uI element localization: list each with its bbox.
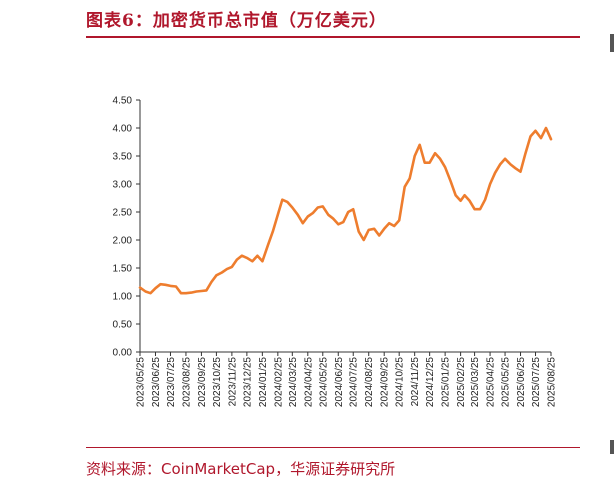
source-note: 资料来源：CoinMarketCap，华源证券研究所 xyxy=(86,460,396,478)
x-tick-label: 2023/07/25 xyxy=(166,357,177,407)
y-tick-label: 2.00 xyxy=(113,236,133,247)
x-tick-label: 2025/04/25 xyxy=(486,357,497,407)
y-tick-label: 4.00 xyxy=(113,124,133,135)
series xyxy=(138,126,553,295)
source-divider xyxy=(86,447,580,448)
x-tick-label: 2024/06/25 xyxy=(334,357,345,407)
x-tick-label: 2024/03/25 xyxy=(288,357,299,407)
x-tick-label: 2024/01/25 xyxy=(258,357,269,407)
y-tick-label: 1.50 xyxy=(113,264,133,275)
x-tick-label: 2024/09/25 xyxy=(380,357,391,407)
x-tick-label: 2024/10/25 xyxy=(395,357,406,407)
x-axis: 2023/05/25 2023/06/25 2023/07/25 2023/08/25… xyxy=(136,351,558,407)
y-tick-label: 4.50 xyxy=(113,96,133,107)
y-tick-label: 0.50 xyxy=(113,320,133,331)
x-tick-label: 2023/05/25 xyxy=(136,357,147,407)
x-tick-label: 2024/08/25 xyxy=(364,357,375,407)
right-edge-mark-top xyxy=(610,34,614,52)
x-tick-label: 2023/10/25 xyxy=(212,357,223,407)
chart-title: 图表6：加密货币总市值（万亿美元） xyxy=(86,11,387,31)
x-tick-label: 2024/12/25 xyxy=(425,357,436,407)
x-tick-label: 2023/12/25 xyxy=(242,357,253,407)
y-tick-label: 3.00 xyxy=(113,180,133,191)
x-tick-label: 2025/08/25 xyxy=(547,357,558,407)
x-tick-label: 2024/05/25 xyxy=(318,357,329,407)
x-tick-label: 2025/06/25 xyxy=(516,357,527,407)
x-tick-label: 2023/06/25 xyxy=(151,357,162,407)
title-underline xyxy=(86,36,580,38)
x-tick-label: 2023/08/25 xyxy=(181,357,192,407)
y-tick-label: 3.50 xyxy=(113,152,133,163)
y-axis: 0.00 0.50 1.00 1.50 2.00 2.50 3.00 3.50 4.00 4.50 xyxy=(113,96,141,359)
x-tick-label: 2023/09/25 xyxy=(197,357,208,407)
series-line xyxy=(138,126,553,295)
x-tick-label: 2025/07/25 xyxy=(531,357,542,407)
y-tick-label: 1.00 xyxy=(113,292,133,303)
x-tick-label: 2024/07/25 xyxy=(349,357,360,407)
y-tick-label: 2.50 xyxy=(113,208,133,219)
right-edge-mark-bottom xyxy=(610,440,614,454)
x-tick-label: 2024/04/25 xyxy=(303,357,314,407)
x-tick-label: 2025/03/25 xyxy=(470,357,481,407)
x-tick-label: 2025/02/25 xyxy=(456,357,467,407)
x-tick-label: 2024/11/25 xyxy=(410,357,421,407)
y-tick-label: 0.00 xyxy=(113,348,133,359)
x-tick-label: 2024/02/25 xyxy=(273,357,284,407)
x-tick-label: 2025/01/25 xyxy=(441,357,452,407)
crypto-market-cap-chart: 0.00 0.50 1.00 1.50 2.00 2.50 3.00 3.50 4.00 4.50… xyxy=(113,96,558,408)
x-tick-label: 2023/11/25 xyxy=(227,357,238,407)
x-tick-label: 2025/05/25 xyxy=(501,357,512,407)
